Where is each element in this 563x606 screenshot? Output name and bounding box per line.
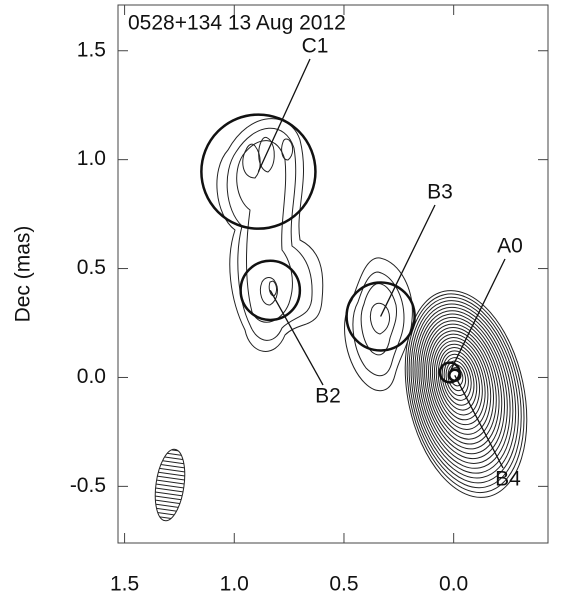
component-label: C1 [302,35,329,58]
contour [426,326,497,445]
leader-line [269,290,324,386]
y-axis-label: Dec (mas) [12,226,35,323]
y-tick-label: 0.5 [77,256,106,279]
plot-frame [117,4,549,544]
leader-line [380,204,436,317]
contour [414,306,514,474]
component-label: B2 [315,385,341,408]
component [200,113,317,230]
y-tick-label: -0.5 [70,474,106,497]
leader-line [454,374,504,469]
contour [437,347,480,416]
chart-title: 0528+134 13 Aug 2012 [128,12,346,35]
core-contours [404,290,528,498]
beam [154,448,186,522]
x-tick-label: 1.0 [220,573,249,596]
contour [406,293,525,494]
component-label: A0 [497,235,523,258]
x-tick-label: 0.0 [439,573,468,596]
contour [416,310,511,469]
contour [435,343,483,421]
component-label: B3 [427,181,453,204]
y-tick-label: 0.0 [77,365,106,388]
contour [412,303,517,479]
contour [439,350,478,411]
contour [410,300,519,484]
contour [430,333,492,435]
contour [445,360,469,397]
y-tick-label: 1.0 [77,147,106,170]
contour [441,353,475,406]
contour [428,330,494,440]
contour [433,340,486,426]
contour [418,313,508,464]
y-tick-label: 1.5 [77,38,106,61]
contour [431,337,489,430]
contour [408,296,522,489]
leader-line [449,258,506,373]
component [239,259,302,322]
component [345,281,416,352]
contours [216,118,413,392]
leader-line [257,58,311,172]
component [448,368,462,383]
contour [420,316,506,460]
contour [424,323,500,450]
x-tick-label: 1.5 [110,573,139,596]
contour [404,290,528,498]
x-tick-label: 0.5 [329,573,358,596]
contour [422,320,503,455]
component-label: B4 [495,468,521,491]
